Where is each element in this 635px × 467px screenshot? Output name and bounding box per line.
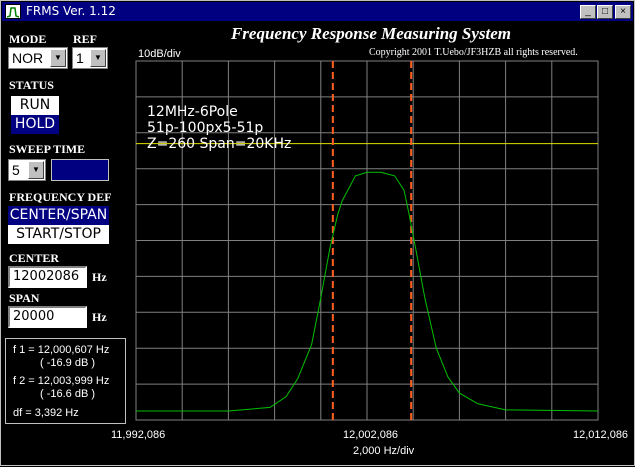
ref-select[interactable]: 1 ▼ — [72, 47, 108, 69]
app-icon[interactable] — [5, 4, 21, 19]
window-title: FRMS Ver. 1.12 — [26, 4, 116, 18]
x-axis-right-label: 12,012,086 — [573, 429, 629, 441]
filter-annotation-line: Z=260 Span=20KHz — [147, 136, 291, 152]
start-stop-button[interactable]: START/STOP — [8, 225, 109, 244]
sweep-time-select[interactable]: 5 ▼ — [8, 159, 46, 181]
status-hold-button[interactable]: HOLD — [11, 115, 59, 134]
marker-f2-level: ( -16.6 dB ) — [40, 388, 96, 400]
center-span-button[interactable]: CENTER/SPAN — [8, 206, 109, 225]
sweep-time-label: SWEEP TIME — [9, 142, 86, 156]
x-scale-label: 2,000 Hz/div — [353, 445, 415, 457]
y-scale-label: 10dB/div — [138, 48, 181, 60]
app-heading: Frequency Response Measuring System — [230, 24, 512, 43]
span-unit-label: Hz — [92, 310, 107, 324]
chevron-down-icon[interactable]: ▼ — [90, 49, 106, 67]
filter-annotation-line: 51p-100px5-51p — [147, 120, 263, 136]
x-axis-center-label: 12,002,086 — [343, 429, 399, 441]
close-button[interactable]: × — [615, 5, 631, 19]
mode-select-value: NOR — [12, 50, 44, 66]
marker-f2-readout: f 2 = 12,003,999 Hz — [13, 375, 110, 387]
ref-label: REF — [73, 32, 97, 46]
ref-select-value: 1 — [76, 50, 84, 66]
title-bar[interactable]: FRMS Ver. 1.12 _ □ × — [2, 2, 633, 21]
marker-df-readout: df = 3,392 Hz — [13, 407, 79, 419]
span-frequency-input[interactable]: 20000 — [8, 306, 87, 328]
x-axis-left-label: 11,992,086 — [111, 429, 166, 441]
marker-f1-level: ( -16.9 dB ) — [40, 357, 96, 369]
center-label: CENTER — [9, 251, 60, 265]
chevron-down-icon[interactable]: ▼ — [28, 161, 44, 179]
center-unit-label: Hz — [92, 270, 107, 284]
frequency-def-label: FREQUENCY DEF — [9, 190, 112, 204]
status-run-button[interactable]: RUN — [11, 96, 59, 115]
copyright-notice: Copyright 2001 T.Uebo/JF3HZB all rights … — [369, 47, 578, 58]
minimize-button[interactable]: _ — [580, 5, 596, 19]
status-label: STATUS — [9, 78, 54, 92]
chevron-down-icon[interactable]: ▼ — [50, 49, 66, 67]
marker-info-box: f 1 = 12,000,607 Hz ( -16.9 dB ) f 2 = 1… — [5, 338, 126, 424]
response-trace — [136, 171, 599, 412]
span-label: SPAN — [9, 291, 40, 305]
filter-annotation-line: 12MHz-6Pole — [147, 104, 238, 120]
mode-select[interactable]: NOR ▼ — [8, 47, 68, 69]
maximize-button[interactable]: □ — [597, 5, 613, 19]
sweep-progress-indicator — [51, 159, 109, 181]
mode-label: MODE — [9, 32, 47, 46]
center-frequency-input[interactable]: 12002086 — [8, 266, 87, 288]
app-icon-graphic — [6, 7, 20, 18]
marker-f1-readout: f 1 = 12,000,607 Hz — [13, 344, 110, 356]
sweep-time-value: 5 — [12, 162, 20, 178]
